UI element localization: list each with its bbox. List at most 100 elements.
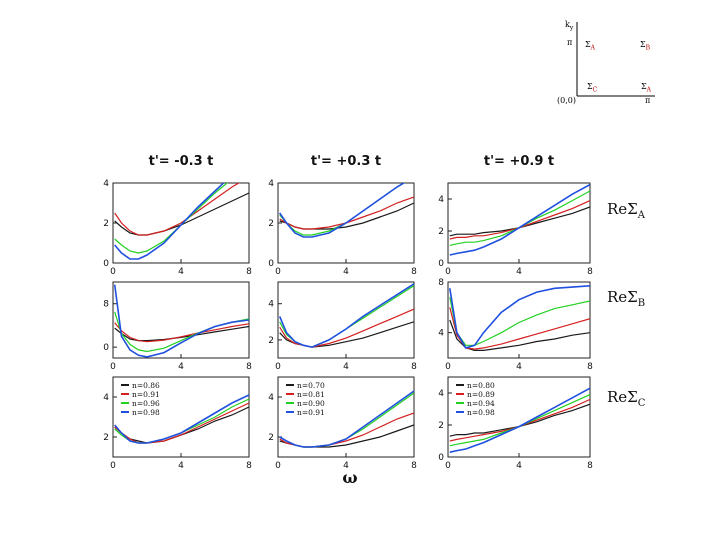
y-tick-label: 2 [438, 227, 444, 237]
x-tick-label: 4 [343, 267, 349, 277]
series-line-1 [449, 403, 590, 437]
legend-label: n=0.91 [297, 408, 325, 417]
x-tick-label: 0 [110, 362, 116, 372]
x-tick-label: 0 [275, 362, 281, 372]
inset-pi-left: π [567, 38, 573, 47]
series-line-2 [449, 200, 590, 240]
panel-b-3: 0 4 8 4 8 [438, 278, 593, 372]
inset-axes [576, 22, 655, 97]
series-line-1 [449, 206, 590, 237]
y-tick-label: 2 [268, 219, 274, 229]
y-tick-label: 2 [103, 219, 109, 229]
y-tick-label: 2 [103, 433, 109, 443]
legend-label: n=0.81 [297, 390, 325, 399]
legend-label: n=0.94 [467, 399, 495, 408]
series-line-3 [449, 190, 590, 246]
series-line-2 [114, 402, 249, 444]
series-line-2 [449, 398, 590, 442]
row-label-c: ReΣC [607, 388, 646, 409]
x-tick-label: 8 [587, 362, 593, 372]
x-axis-label: ω [342, 468, 357, 487]
panel-c-3: 0 4 8 0 2 4 n=0.80n=0.89n=0.94n=0.98 [438, 376, 593, 471]
legend-label: n=0.90 [297, 399, 325, 408]
panel-frame [112, 281, 250, 359]
y-tick-label: 4 [103, 179, 109, 189]
inset-sigma-b: ΣB [640, 40, 651, 52]
legend-label: n=0.91 [132, 390, 160, 399]
y-tick-label: 2 [268, 433, 274, 443]
y-tick-label: 8 [103, 300, 109, 310]
inset-sigma-c: ΣC [587, 82, 598, 94]
y-tick-label: 2 [268, 336, 274, 346]
row-label-a: ReΣA [607, 200, 646, 221]
x-tick-label: 0 [445, 267, 451, 277]
y-tick-label: 2 [438, 421, 444, 431]
legend-label: n=0.86 [132, 381, 160, 390]
x-tick-label: 0 [110, 461, 116, 471]
x-tick-label: 4 [178, 362, 184, 372]
series-line-3 [449, 394, 590, 447]
series-line-4 [449, 285, 590, 349]
series-line-2 [279, 196, 414, 230]
series-line-4 [279, 390, 414, 448]
legend-label: n=0.80 [467, 381, 495, 390]
panel-frame [447, 182, 591, 264]
y-tick-label: 4 [438, 389, 444, 399]
series-line-1 [449, 319, 590, 351]
series-line-4 [449, 387, 590, 453]
x-tick-label: 8 [587, 461, 593, 471]
y-tick-label: 4 [268, 179, 274, 189]
x-tick-label: 4 [178, 267, 184, 277]
y-tick-label: 4 [438, 329, 444, 339]
panel-frame [277, 281, 415, 359]
y-tick-label: 0 [268, 259, 274, 269]
inset-ky-label: ky [565, 20, 574, 32]
legend-label: n=0.98 [467, 408, 495, 417]
inset-pi-bottom: π [645, 96, 651, 105]
brillouin-zone-inset: ky π π (0,0) ΣA ΣB ΣC ΣA [555, 18, 675, 110]
x-tick-label: 4 [343, 461, 349, 471]
y-tick-label: 0 [103, 343, 109, 353]
y-tick-label: 4 [268, 300, 274, 310]
y-tick-label: 0 [103, 259, 109, 269]
series-line-3 [449, 297, 590, 346]
panel-b-1: 0 4 8 0 8 [103, 281, 252, 372]
column-title-3: t'= +0.9 t [484, 154, 554, 169]
x-tick-label: 8 [411, 461, 417, 471]
x-tick-label: 8 [587, 267, 593, 277]
x-tick-label: 0 [445, 362, 451, 372]
x-tick-label: 4 [516, 461, 522, 471]
panel-c-2: 0 4 8 2 4 n=0.70n=0.81n=0.90n=0.91 [268, 376, 417, 471]
inset-origin: (0,0) [557, 96, 576, 105]
y-tick-label: 4 [268, 393, 274, 403]
x-tick-label: 8 [411, 267, 417, 277]
panel-c-1: 0 4 8 2 4 n=0.86n=0.91n=0.96n=0.98 [103, 376, 252, 471]
series-line-4 [114, 183, 225, 260]
legend-label: n=0.70 [297, 381, 325, 390]
inset-sigma-a-top: ΣA [585, 40, 595, 52]
series-line-4 [114, 394, 249, 444]
series-line-4 [113, 284, 249, 358]
x-tick-label: 4 [516, 362, 522, 372]
x-tick-label: 4 [516, 267, 522, 277]
x-tick-label: 8 [246, 461, 252, 471]
column-title-2: t'= +0.3 t [311, 154, 381, 169]
panel-a-1: 0 4 8 0 2 4 [103, 179, 252, 277]
x-tick-label: 0 [110, 267, 116, 277]
column-title-1: t'= -0.3 t [149, 154, 214, 169]
series-line-2 [114, 183, 240, 236]
x-tick-label: 8 [411, 362, 417, 372]
x-tick-label: 0 [275, 461, 281, 471]
series-line-4 [279, 183, 406, 238]
panel-b-2: 0 4 8 2 4 [268, 281, 417, 372]
x-tick-label: 0 [275, 267, 281, 277]
series-line-3 [114, 183, 229, 254]
legend-label: n=0.96 [132, 399, 160, 408]
x-tick-label: 4 [343, 362, 349, 372]
series-line-2 [114, 322, 249, 343]
legend-label: n=0.89 [467, 390, 495, 399]
y-tick-label: 0 [438, 453, 444, 463]
y-tick-label: 8 [438, 278, 444, 288]
x-tick-label: 4 [178, 461, 184, 471]
